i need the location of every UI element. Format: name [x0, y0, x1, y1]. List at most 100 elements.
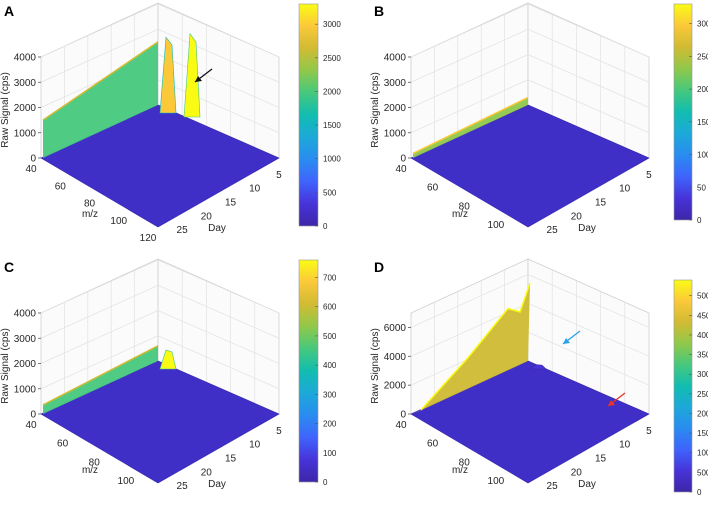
mz-tick-label: 60 — [427, 439, 439, 450]
day-tick-label: 15 — [225, 454, 237, 465]
mz-tick-label: 80 — [89, 457, 101, 468]
annotation-arrowhead — [608, 400, 615, 406]
annotation-arrowhead — [563, 338, 570, 344]
z-tick-label: 4000 — [14, 309, 37, 320]
z-gridline — [40, 335, 280, 390]
mz-tick-label: 80 — [84, 199, 96, 210]
z-tick-label: 2000 — [384, 103, 407, 114]
colorbar-tick-label: 2500 — [323, 54, 341, 63]
mz-axis-label: m/z — [82, 465, 98, 476]
day-tick-label: 25 — [177, 225, 189, 236]
panel-label: D — [374, 259, 384, 275]
z-gridline — [410, 79, 650, 134]
colorbar-tick-label: 5000 — [697, 292, 708, 301]
mz-tick-label: 100 — [118, 476, 135, 487]
z-tick-label: 3000 — [14, 334, 37, 345]
z-gridline — [40, 28, 280, 83]
z-gridline — [410, 28, 650, 83]
colorbar-tick-label: 4500 — [697, 311, 708, 320]
day-tick-label: 25 — [547, 225, 559, 236]
z-tick-label: 3000 — [14, 78, 37, 89]
z-gridline — [40, 284, 280, 339]
colorbar — [673, 3, 693, 221]
colorbar-tick-label: 100 — [697, 151, 708, 160]
day-tick-label: 15 — [225, 198, 237, 209]
z-tick-label: 2000 — [384, 381, 407, 392]
day-tick-label: 25 — [177, 481, 189, 492]
day-axis-label: Day — [578, 479, 596, 490]
z-tick-label: 1000 — [384, 128, 407, 139]
colorbar-tick-label: 0 — [323, 478, 328, 487]
mz-tick-label: 100 — [488, 220, 505, 231]
z-tick-label: 2000 — [14, 359, 37, 370]
z-gridline — [40, 3, 280, 58]
mz-axis-label: m/z — [82, 209, 98, 220]
colorbar-tick-label: 500 — [323, 332, 337, 341]
surface-ridge-crest — [412, 96, 529, 155]
day-axis-label: Day — [208, 479, 226, 490]
mz-tick-label: 40 — [395, 420, 407, 431]
z-tick-label: 3000 — [384, 78, 407, 89]
z-tick-label: 0 — [400, 154, 406, 165]
surface-ridge — [43, 345, 158, 414]
day-tick-label: 20 — [201, 211, 213, 222]
surface-ridge-crest — [42, 41, 159, 121]
colorbar-tick-label: 4000 — [697, 331, 708, 340]
surface-ridge-crest — [42, 345, 159, 406]
day-tick-label: 5 — [276, 426, 282, 437]
mz-tick-label: 40 — [25, 164, 37, 175]
z-axis-label: Raw Signal (cps) — [0, 328, 11, 404]
surface-ridge-crest — [420, 282, 531, 411]
day-axis-label: Day — [578, 223, 596, 234]
day-tick-label: 5 — [276, 170, 282, 181]
colorbar-tick-label: 400 — [323, 361, 337, 370]
colorbar — [673, 279, 693, 493]
z-tick-label: 2000 — [14, 103, 37, 114]
day-tick-label: 5 — [646, 170, 652, 181]
colorbar-tick-label: 0 — [323, 222, 328, 231]
colorbar-tick-label: 50 — [697, 183, 706, 192]
mz-tick-label: 100 — [110, 216, 127, 227]
colorbar-tick-label: 1500 — [323, 121, 341, 130]
colorbar-tick-label: 200 — [697, 85, 708, 94]
annotation-arrowhead — [195, 76, 202, 82]
day-tick-label: 15 — [595, 198, 607, 209]
z-gridline — [40, 310, 280, 364]
mz-axis-label: m/z — [452, 209, 468, 220]
surface-ridge — [43, 41, 158, 158]
mz-tick-label: 80 — [459, 201, 471, 212]
surface-peak — [529, 364, 547, 370]
z-tick-label: 1000 — [14, 128, 37, 139]
colorbar-tick-label: 3500 — [697, 351, 708, 360]
z-axis-label: Raw Signal (cps) — [370, 72, 381, 148]
colorbar-tick-label: 150 — [697, 118, 708, 127]
colorbar-tick-label: 300 — [323, 390, 337, 399]
z-tick-label: 4000 — [384, 53, 407, 64]
colorbar-tick-label: 500 — [323, 188, 337, 197]
mz-tick-label: 80 — [459, 457, 471, 468]
day-tick-label: 25 — [547, 481, 559, 492]
colorbar-tick-label: 100 — [323, 449, 337, 458]
surface-peak — [159, 36, 177, 114]
z-gridline — [40, 259, 280, 314]
z-gridline — [410, 54, 650, 108]
z-tick-label: 4000 — [14, 53, 37, 64]
mz-tick-label: 40 — [395, 164, 407, 175]
colorbar-tick-label: 300 — [697, 20, 708, 29]
day-tick-label: 20 — [571, 467, 583, 478]
colorbar-tick-label: 2000 — [697, 409, 708, 418]
colorbar-tick-label: 700 — [323, 274, 337, 283]
z-gridline — [410, 274, 650, 328]
colorbar — [298, 3, 319, 227]
colorbar-tick-label: 500 — [697, 468, 708, 477]
colorbar-tick-label: 600 — [323, 303, 337, 312]
z-axis-label: Raw Signal (cps) — [0, 72, 11, 148]
mz-tick-label: 60 — [427, 183, 439, 194]
colorbar-tick-label: 200 — [323, 420, 337, 429]
colorbar-tick-label: 3000 — [323, 20, 341, 29]
day-axis-label: Day — [208, 223, 226, 234]
panel-label: C — [4, 259, 14, 275]
